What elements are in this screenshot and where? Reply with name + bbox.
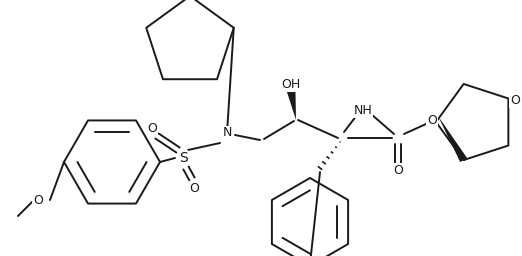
Text: N: N — [222, 126, 232, 140]
Text: O: O — [33, 194, 43, 207]
Text: O: O — [393, 164, 403, 176]
Text: OH: OH — [281, 78, 301, 91]
Text: O: O — [511, 94, 520, 107]
Text: NH: NH — [353, 103, 372, 116]
Text: S: S — [179, 151, 187, 165]
Polygon shape — [438, 116, 467, 162]
Text: O: O — [147, 122, 157, 134]
Text: O: O — [189, 182, 199, 195]
Polygon shape — [287, 89, 296, 120]
Text: O: O — [427, 113, 437, 126]
